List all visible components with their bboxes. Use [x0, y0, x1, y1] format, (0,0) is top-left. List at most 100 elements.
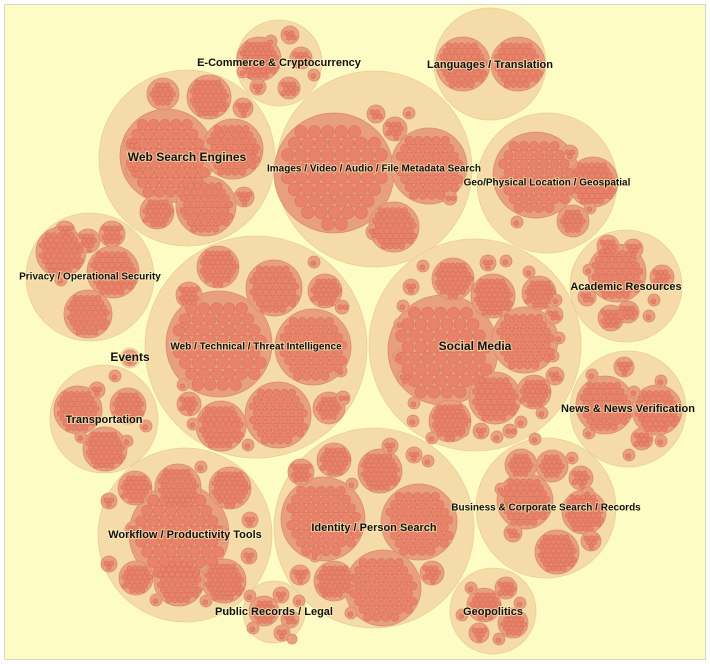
images-leaf-node [404, 136, 414, 146]
websearch-leaf-node [201, 219, 209, 227]
webtech-leaf-node [235, 302, 248, 315]
webtech-leaf-node [207, 255, 213, 261]
social-leaf-node [489, 296, 495, 302]
news-leaf-node [617, 387, 625, 395]
academic-leaf-node [657, 278, 664, 284]
workflow-leaf-node [137, 574, 143, 580]
languages-leaf-node [526, 64, 533, 72]
academic-leaf-node [619, 314, 625, 320]
transport-leaf-node [128, 392, 134, 398]
workflow-leaf-node [188, 504, 201, 517]
images-leaf-node [454, 159, 464, 169]
images-leaf-node [389, 237, 397, 245]
social-leaf-node [450, 271, 456, 277]
business-leaf-node [563, 543, 570, 549]
transport-leaf-node [119, 445, 125, 451]
images-leaf-node [436, 175, 446, 185]
workflow-leaf-node [216, 534, 222, 541]
languages-leaf-node [448, 70, 456, 77]
business-leaf-node [556, 459, 563, 465]
webtech-leaf-node [297, 317, 307, 327]
workflow-leaf-node [189, 566, 196, 573]
workflow-leaf-node [103, 560, 110, 566]
images-leaf-node [386, 222, 394, 229]
webtech-leaf-node [217, 272, 224, 279]
websearch-leaf-node [194, 88, 201, 95]
business-leaf-node [510, 458, 516, 464]
identity-leaf-node [385, 523, 395, 533]
privacy-leaf-node [117, 288, 125, 296]
ecommerce-leaf-node [273, 55, 279, 61]
webtech-leaf-node [182, 401, 188, 407]
news-leaf-node [658, 390, 665, 397]
websearch-leaf-node [186, 206, 194, 215]
images-leaf-node [401, 207, 408, 214]
webtech-leaf-node [284, 340, 294, 350]
websearch-leaf-node [198, 167, 210, 179]
webtech-leaf-node [256, 265, 263, 273]
images-leaf-node [389, 207, 397, 214]
workflow-leaf-node [129, 569, 135, 576]
business-leaf-node [579, 483, 585, 490]
workflow-leaf-node [240, 493, 246, 500]
privacy-leaf-node [47, 247, 55, 254]
social-leaf-node [496, 377, 504, 384]
business-leaf-node [569, 521, 576, 527]
identity-leaf-node [368, 467, 374, 473]
geo-leaf-node [569, 209, 576, 215]
social-leaf-node [445, 262, 451, 268]
webtech-leaf-node [234, 416, 241, 423]
transport-leaf-node [123, 439, 130, 445]
workflow-leaf-node [180, 591, 187, 599]
webtech-leaf-node [204, 356, 217, 369]
webtech-leaf-node [265, 294, 273, 302]
workflow-leaf-node [174, 497, 180, 503]
workflow-leaf-node [160, 482, 167, 489]
webtech-leaf-node [276, 395, 285, 404]
websearch-leaf-node [235, 125, 243, 133]
workflow-leaf-node [227, 471, 233, 477]
ecommerce-leaf-node [268, 55, 274, 61]
webtech-leaf-node [228, 406, 235, 413]
identity-leaf-node [376, 453, 382, 459]
workflow-leaf-node [224, 476, 230, 482]
workflow-leaf-node [123, 480, 129, 486]
news-leaf-node [606, 393, 614, 401]
transport-leaf-node [88, 445, 94, 451]
images-leaf-node [334, 125, 348, 139]
workflow-leaf-node [168, 571, 175, 578]
identity-leaf-node [321, 546, 331, 556]
social-leaf-node [556, 376, 562, 382]
transport-leaf-node [62, 391, 69, 397]
business-leaf-node [582, 499, 589, 505]
business-leaf-node [550, 557, 557, 563]
academic-leaf-node [636, 267, 644, 275]
webtech-leaf-node [231, 411, 238, 418]
social-leaf-node [447, 422, 453, 428]
workflow-leaf-node [171, 473, 177, 480]
websearch-leaf-node [192, 157, 204, 169]
identity-leaf-node [334, 587, 341, 594]
news-leaf-node [661, 415, 668, 423]
privacy-leaf-node [67, 304, 73, 311]
social-leaf-node [436, 413, 443, 419]
academic-leaf-node [625, 273, 633, 281]
transport-leaf-node [79, 400, 86, 407]
privacy-leaf-node [62, 252, 69, 259]
webtech-leaf-node [269, 277, 277, 285]
privacy-leaf-node [41, 237, 49, 244]
social-leaf-node [502, 409, 510, 416]
privacy-leaf-node [120, 283, 128, 290]
images-leaf-node [367, 136, 381, 150]
news-leaf-node [646, 410, 654, 417]
workflow-leaf-node [200, 525, 213, 538]
transport-leaf-node [68, 420, 75, 427]
social-leaf-node [408, 288, 414, 294]
geo-leaf-node [582, 162, 590, 169]
workflow-leaf-node [233, 586, 239, 592]
academic-leaf-node [616, 309, 622, 315]
geo-leaf-node [534, 150, 545, 161]
business-leaf-node [585, 521, 591, 527]
identity-leaf-node [394, 476, 400, 482]
social-leaf-node [460, 409, 466, 415]
